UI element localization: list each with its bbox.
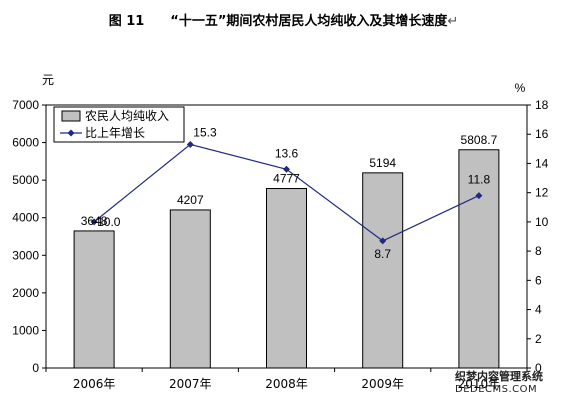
right-axis-tick-label: 16 <box>535 127 549 141</box>
line-point-marker <box>90 218 98 226</box>
left-axis-tick-label: 6000 <box>12 136 39 150</box>
left-axis-tick-label: 7000 <box>12 98 39 112</box>
legend-bar-swatch <box>61 110 81 122</box>
right-axis-tick-label: 2 <box>535 332 542 346</box>
bar <box>169 209 211 369</box>
line-value-label: 15.3 <box>193 125 217 139</box>
line-value-label: 10.0 <box>97 215 121 229</box>
bar-value-label: 5808.7 <box>461 133 498 147</box>
line-value-label: 13.6 <box>275 146 299 160</box>
left-axis-unit-label: 元 <box>42 73 54 87</box>
bar-value-label: 3648 <box>81 214 108 228</box>
x-axis-tick-label: 2010年 <box>458 377 501 391</box>
left-axis-tick-label: 1000 <box>12 323 39 337</box>
right-axis-tick-label: 14 <box>535 156 549 170</box>
x-axis-tick-label: 2006年 <box>73 377 116 391</box>
watermark-line-1: 织梦内容管理系统 <box>455 370 543 383</box>
bar <box>362 172 404 369</box>
data-labels: 3648 4207 4777 5194 5808.7 10.0 15.3 13.6 8.7 11.… <box>81 125 498 260</box>
bar-value-label: 4777 <box>273 172 300 186</box>
left-axis-tick-label: 2000 <box>12 286 39 300</box>
line-point-marker <box>379 237 387 245</box>
legend-line-marker <box>67 129 75 137</box>
right-axis-tick-label: 8 <box>535 244 542 258</box>
right-axis-tick-label: 6 <box>535 273 542 287</box>
line-series <box>90 140 483 245</box>
left-axis-tick-label: 4000 <box>12 211 39 225</box>
right-axis-tick-label: 4 <box>535 303 542 317</box>
legend-line-label: 比上年增长 <box>85 126 145 140</box>
bar-value-label: 5194 <box>369 156 396 170</box>
bar-series <box>73 149 500 369</box>
chart-title: 图 11 “十一五”期间农村居民人均纯收入及其增长速度↵ <box>0 10 567 29</box>
left-axis-tick-label: 3000 <box>12 248 39 262</box>
right-axis-tick-label: 18 <box>535 98 549 112</box>
axis-ticks: 0 1000 2000 3000 4000 5000 6000 7000 0 2 4 6 8 10 12 14… <box>12 73 548 391</box>
bar <box>458 149 500 369</box>
left-axis-tick-label: 5000 <box>12 173 39 187</box>
bar-value-label: 4207 <box>177 193 204 207</box>
watermark-line-2: DEDECMS.COM <box>455 384 538 395</box>
line-point-marker <box>186 140 194 148</box>
line-value-label: 8.7 <box>374 247 391 261</box>
line-value-label: 11.8 <box>468 173 491 187</box>
right-axis-tick-label: 12 <box>535 186 549 200</box>
right-axis-unit-label: % <box>515 81 526 95</box>
right-axis-tick-label: 0 <box>535 361 542 375</box>
x-axis-tick-label: 2007年 <box>169 377 212 391</box>
chart-title-text: 图 11 “十一五”期间农村居民人均纯收入及其增长速度 <box>108 14 448 29</box>
left-axis-tick-label: 0 <box>32 361 39 375</box>
right-axis-tick-label: 10 <box>535 215 549 229</box>
paragraph-mark-icon: ↵ <box>447 14 459 29</box>
x-axis-tick-label: 2008年 <box>265 377 308 391</box>
watermark: 织梦内容管理系统 DEDECMS.COM <box>455 370 565 396</box>
legend-bar-label: 农民人均纯收入 <box>85 109 169 123</box>
line-point-marker <box>283 165 290 173</box>
bar <box>266 188 307 369</box>
x-axis-tick-label: 2009年 <box>361 377 404 391</box>
bar <box>73 230 115 369</box>
line-point-marker <box>475 192 483 200</box>
